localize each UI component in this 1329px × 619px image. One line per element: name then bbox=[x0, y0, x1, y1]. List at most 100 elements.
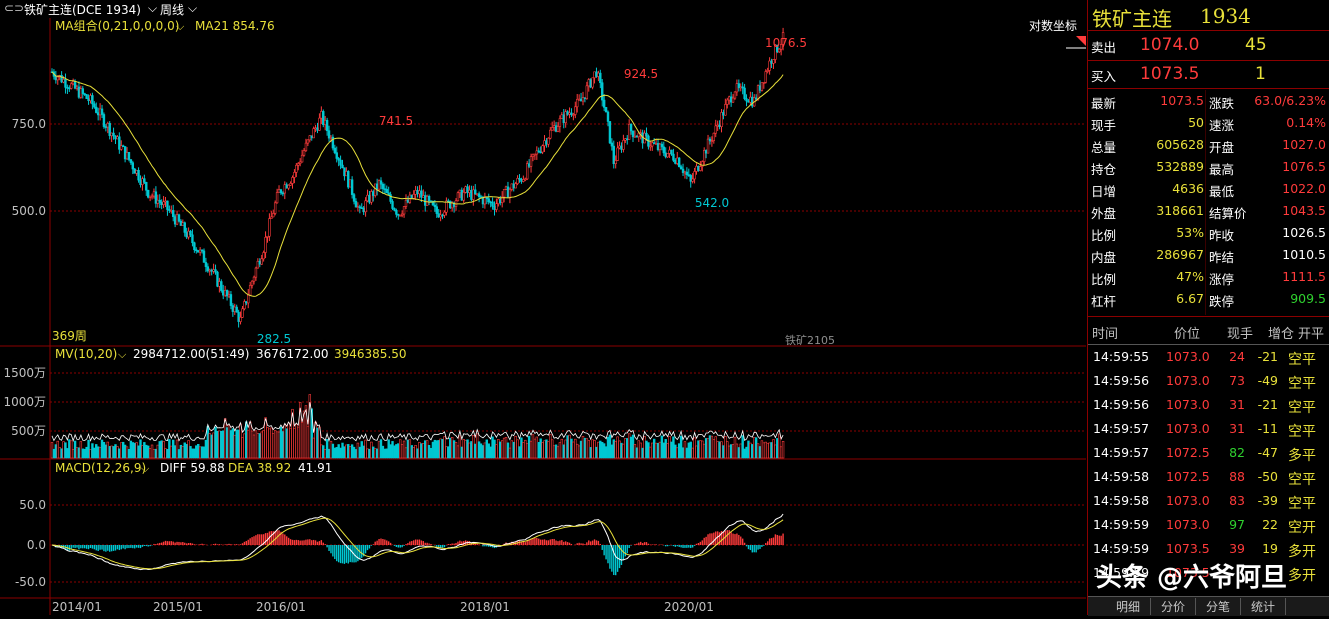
volume-bar bbox=[141, 445, 144, 459]
candle-body bbox=[412, 194, 415, 199]
candle-body bbox=[699, 166, 702, 171]
volume-bar bbox=[222, 430, 225, 459]
trade-row[interactable]: 14:59:59 1073.5 39 19 多开 bbox=[1088, 538, 1329, 562]
trade-row[interactable]: 14:59:59 1073.5 多开 bbox=[1088, 562, 1329, 586]
volume-bar bbox=[364, 439, 367, 459]
candle-body bbox=[481, 197, 485, 205]
tab-price[interactable]: 分价 bbox=[1151, 598, 1196, 615]
candle-body bbox=[410, 194, 413, 199]
tab-stats[interactable]: 统计 bbox=[1241, 598, 1286, 615]
trade-type: 空平 bbox=[1288, 472, 1316, 488]
candle-body bbox=[187, 230, 190, 238]
candle-body bbox=[720, 112, 723, 127]
volume-bar bbox=[350, 444, 354, 459]
candle-body bbox=[391, 201, 394, 209]
volume-bar bbox=[445, 446, 448, 459]
tab-tick[interactable]: 分笔 bbox=[1196, 598, 1241, 615]
trade-qty: 83 bbox=[1229, 493, 1245, 508]
candle-body bbox=[718, 124, 721, 127]
trade-row[interactable]: 14:59:57 1072.5 82 -47 多平 bbox=[1088, 442, 1329, 466]
macd-dropdown-icon[interactable]: ⌵ bbox=[141, 462, 150, 475]
chart-area[interactable]: MA组合(0,21,0,0,0,0) ⌵ MA21 854.76 对数坐标 36… bbox=[0, 18, 1086, 615]
candle-body bbox=[402, 206, 406, 215]
volume-bar bbox=[693, 437, 696, 459]
volume-bar bbox=[383, 448, 387, 459]
volume-bar bbox=[110, 445, 113, 459]
trade-row[interactable]: 14:59:56 1073.0 73 -49 空平 bbox=[1088, 370, 1329, 394]
menu-icon[interactable]: ⊂⊃ bbox=[4, 1, 25, 15]
volume-bar bbox=[133, 442, 136, 459]
candle-body bbox=[539, 151, 542, 154]
volume-bar bbox=[85, 446, 88, 459]
volume-bar bbox=[152, 449, 156, 459]
chart-svg[interactable]: MA组合(0,21,0,0,0,0) ⌵ MA21 854.76 对数坐标 36… bbox=[0, 18, 1086, 615]
volume-bar bbox=[372, 446, 375, 459]
candle-body bbox=[56, 76, 59, 81]
log-coordinate-toggle[interactable]: 对数坐标 bbox=[1029, 18, 1077, 33]
symbol-dropdown-icon[interactable]: ⌵ bbox=[148, 1, 158, 15]
candle-body bbox=[743, 87, 746, 99]
volume-bar bbox=[597, 441, 600, 459]
trade-row[interactable]: 14:59:58 1072.5 88 -50 空平 bbox=[1088, 466, 1329, 490]
symbol-selector[interactable]: 铁矿主连(DCE 1934) bbox=[24, 3, 141, 17]
candle-body bbox=[289, 183, 292, 186]
volume-bar bbox=[322, 445, 325, 459]
volume-dropdown-icon[interactable]: ⌵ bbox=[118, 348, 127, 361]
volume-bar bbox=[121, 441, 125, 459]
volume-bar bbox=[216, 430, 219, 459]
volume-bar bbox=[239, 423, 242, 459]
candle-body bbox=[143, 178, 146, 183]
candle-body bbox=[81, 88, 84, 94]
volume-bar bbox=[300, 422, 304, 459]
volume-bar bbox=[722, 445, 725, 459]
ma-dropdown-icon[interactable]: ⌵ bbox=[176, 20, 185, 33]
trade-row[interactable]: 14:59:58 1073.0 83 -39 空平 bbox=[1088, 490, 1329, 514]
ma-indicator-label[interactable]: MA组合(0,21,0,0,0,0) bbox=[55, 18, 179, 33]
trade-inc: -39 bbox=[1257, 493, 1278, 508]
volume-bar bbox=[422, 443, 425, 459]
candle-body bbox=[762, 81, 766, 84]
candle-body bbox=[125, 152, 129, 160]
volume-bar bbox=[514, 435, 517, 459]
volume-bar bbox=[204, 439, 208, 459]
volume-bar bbox=[460, 446, 463, 459]
candle-body bbox=[237, 311, 240, 322]
volume-bar bbox=[712, 439, 716, 459]
volume-bar bbox=[781, 441, 785, 459]
trade-row[interactable]: 14:59:57 1073.0 31 -11 空平 bbox=[1088, 418, 1329, 442]
volume-bar bbox=[424, 440, 427, 459]
stat-label: 开盘 bbox=[1209, 140, 1235, 155]
volume-bar bbox=[104, 444, 108, 459]
stat-label: 昨结 bbox=[1209, 250, 1235, 265]
macd-indicator-label[interactable]: MACD(12,26,9) bbox=[55, 461, 146, 475]
volume-indicator-label[interactable]: MV(10,20) bbox=[55, 347, 117, 361]
candle-body bbox=[566, 111, 569, 115]
volume-bar bbox=[181, 446, 185, 459]
candle-body bbox=[660, 143, 664, 148]
volume-bar bbox=[195, 445, 198, 459]
candle-body bbox=[335, 152, 338, 159]
trade-row[interactable]: 14:59:55 1073.0 24 -21 空平 bbox=[1088, 346, 1329, 370]
trade-row[interactable]: 14:59:59 1073.0 97 22 空开 bbox=[1088, 514, 1329, 538]
candle-body bbox=[502, 188, 506, 198]
period-dropdown-icon[interactable]: ⌵ bbox=[188, 1, 198, 15]
candle-body bbox=[222, 290, 225, 296]
candle-body bbox=[191, 234, 194, 244]
candle-body bbox=[333, 147, 337, 153]
volume-bar bbox=[500, 440, 504, 459]
volume-bar bbox=[385, 448, 388, 459]
volume-bar bbox=[431, 441, 435, 459]
tab-detail[interactable]: 明细 bbox=[1106, 598, 1151, 615]
period-selector[interactable]: 周线 bbox=[160, 3, 185, 17]
candle-body bbox=[374, 183, 377, 196]
candle-body bbox=[343, 167, 346, 177]
volume-bar bbox=[241, 436, 244, 459]
volume-bar bbox=[202, 446, 206, 459]
candle-body bbox=[156, 199, 160, 204]
candle-body bbox=[618, 145, 621, 149]
candle-body bbox=[495, 203, 498, 210]
candle-body bbox=[68, 87, 71, 90]
candle-body bbox=[73, 81, 77, 89]
trade-row[interactable]: 14:59:56 1073.0 31 -21 空平 bbox=[1088, 394, 1329, 418]
volume-bar bbox=[327, 448, 331, 459]
